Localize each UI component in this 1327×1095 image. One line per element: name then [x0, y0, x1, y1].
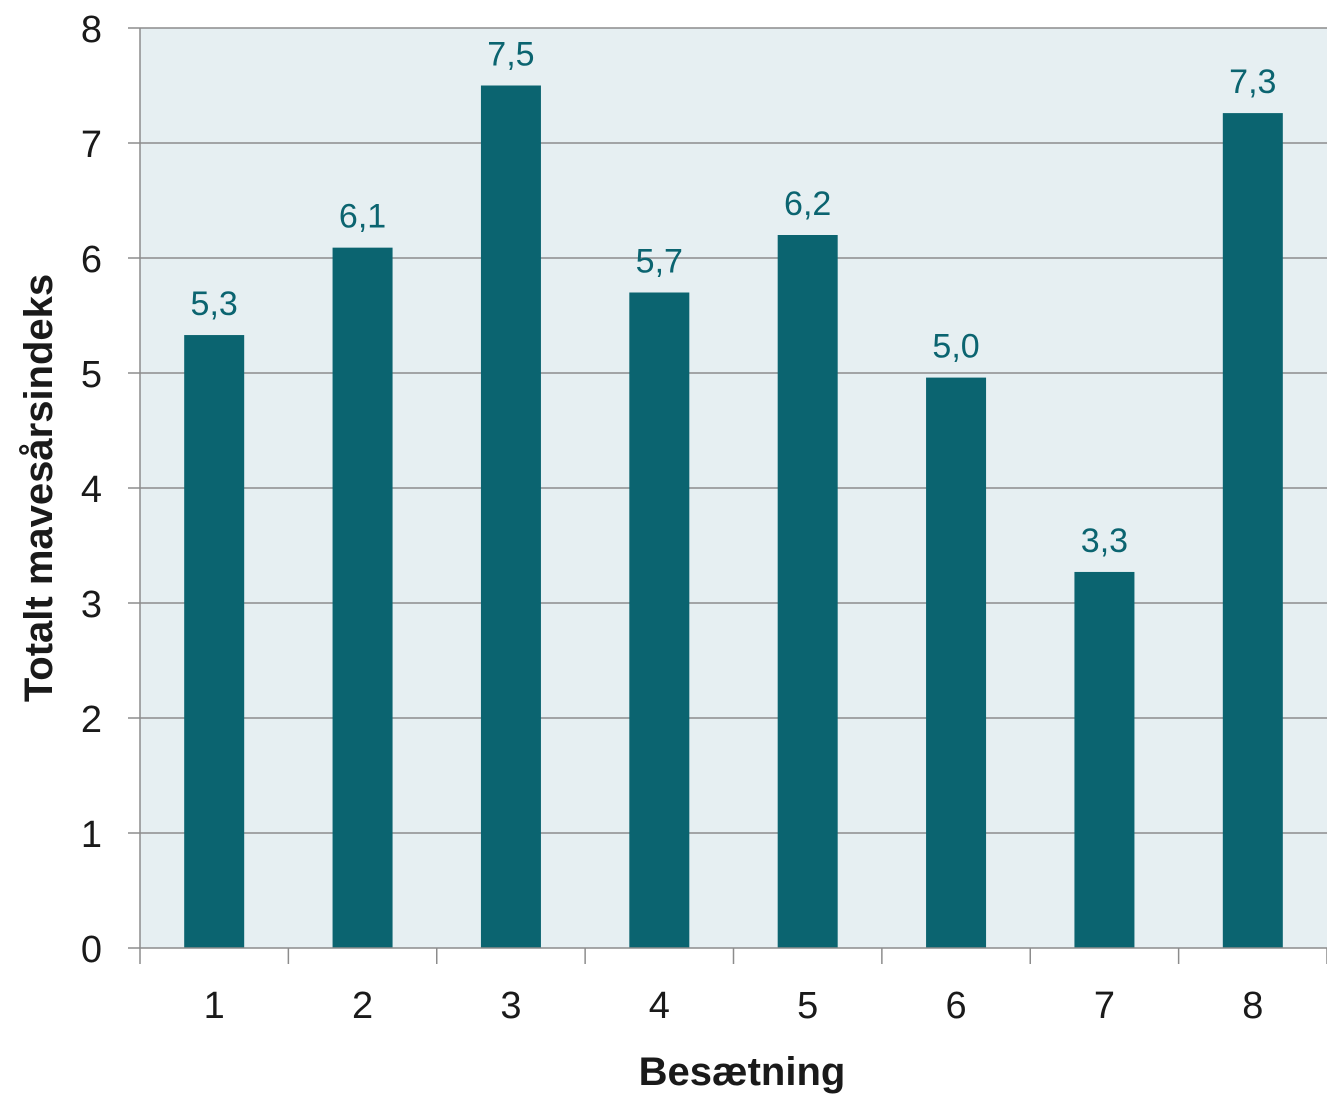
y-tick-label: 1: [81, 814, 102, 856]
bar-4: [629, 292, 690, 948]
y-axis-title: Totalt mavesårsindeks: [17, 274, 61, 702]
data-label-4: 5,7: [636, 243, 683, 281]
data-label-2: 6,1: [339, 198, 386, 236]
x-tick-label: 2: [352, 985, 373, 1027]
x-tick-label: 8: [1242, 985, 1263, 1027]
data-labels: 5,3 6,1 7,5 5,7 6,2 5,0 3,3 7,3: [191, 36, 1277, 560]
y-tick-label: 4: [81, 469, 102, 511]
y-tick-label: 0: [81, 929, 102, 971]
bar-7: [1074, 571, 1135, 948]
data-label-6: 5,0: [932, 328, 979, 366]
y-tick-label: 8: [81, 9, 102, 51]
data-label-7: 3,3: [1081, 522, 1128, 560]
y-tick-label: 6: [81, 239, 102, 281]
x-axis: 1 2 3 4 5 6 7 8: [139, 947, 1327, 1027]
x-axis-title: Besætning: [639, 1050, 846, 1094]
y-axis: 0 1 2 3 4 5 6 7 8: [81, 9, 141, 971]
x-tick-label: 4: [649, 985, 670, 1027]
x-tick-label: 3: [500, 985, 521, 1027]
bar-5: [777, 235, 838, 948]
data-label-5: 6,2: [784, 185, 831, 223]
data-label-3: 7,5: [487, 36, 534, 74]
y-tick-label: 3: [81, 584, 102, 626]
bar-2: [332, 247, 393, 948]
bar-1: [184, 335, 245, 948]
bar-8: [1222, 113, 1283, 949]
bar-3: [480, 85, 541, 948]
y-tick-label: 2: [81, 699, 102, 741]
bar-6: [926, 377, 987, 949]
bars: [184, 85, 1283, 949]
data-label-1: 5,3: [191, 285, 238, 323]
x-tick-label: 1: [204, 985, 225, 1027]
x-tick-label: 5: [797, 985, 818, 1027]
y-tick-label: 5: [81, 354, 102, 396]
y-tick-label: 7: [81, 124, 102, 166]
x-tick-label: 7: [1094, 985, 1115, 1027]
x-tick-label: 6: [945, 985, 966, 1027]
data-label-8: 7,3: [1229, 63, 1276, 101]
